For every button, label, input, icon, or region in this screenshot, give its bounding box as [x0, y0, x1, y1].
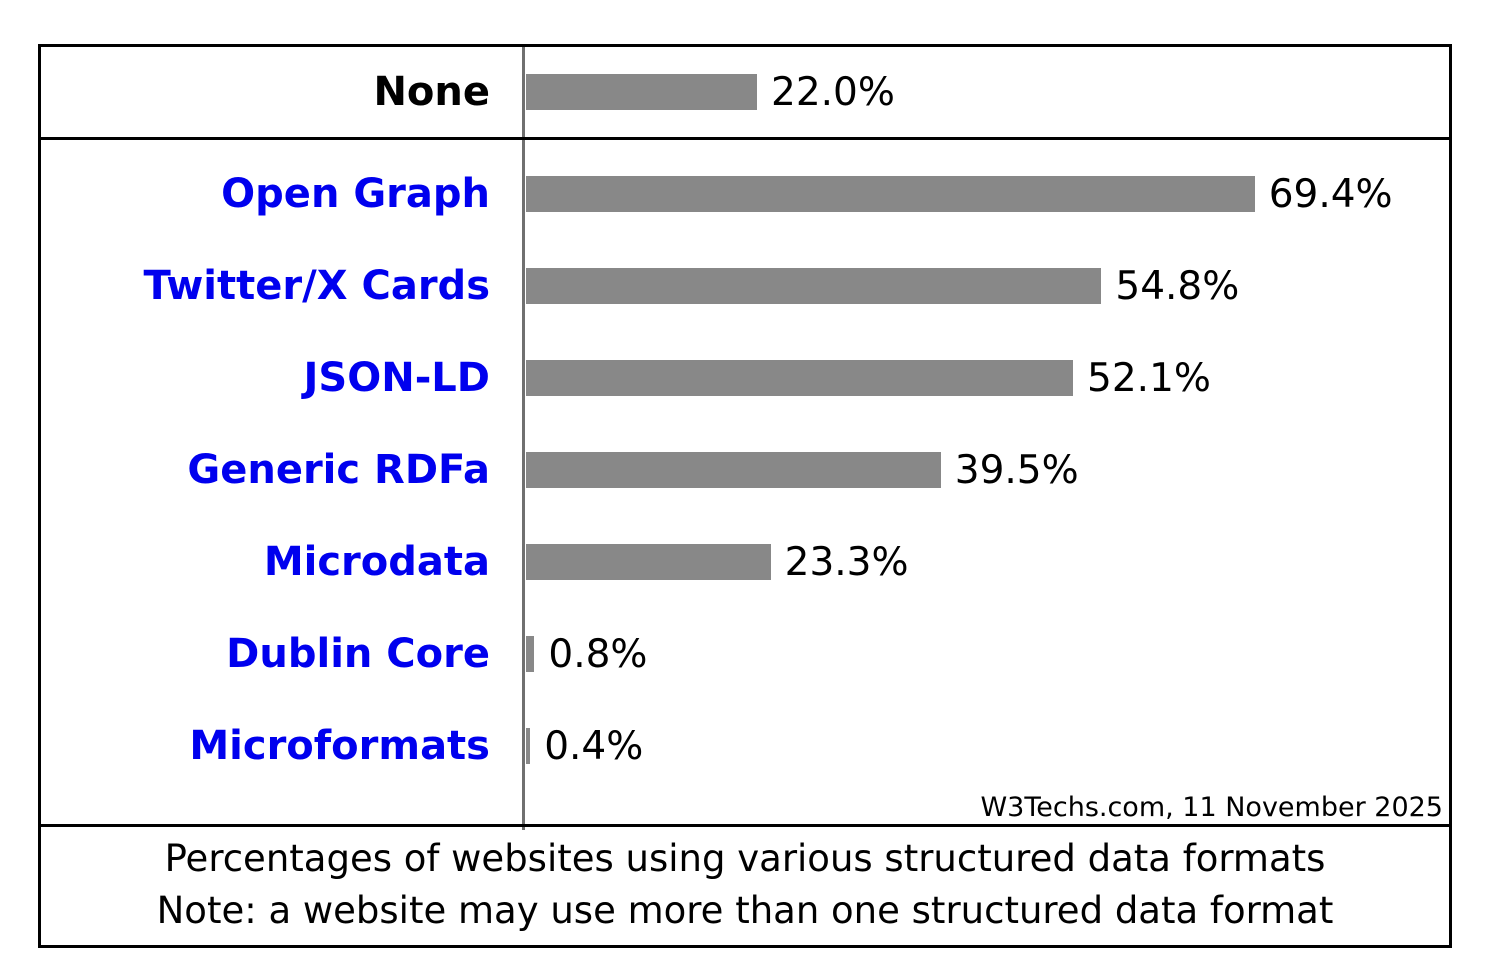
chart-row: Twitter/X Cards 54.8%: [41, 240, 1449, 332]
bar: [526, 452, 941, 488]
value-label-none: 22.0%: [771, 69, 895, 115]
chart-frame: None 22.0% Open Graph 69.4% Twitter/X Card…: [38, 44, 1452, 948]
bar-area: 0.4%: [522, 724, 1449, 769]
category-label[interactable]: Twitter/X Cards: [143, 263, 490, 309]
chart-row: Microformats 0.4%: [41, 700, 1449, 792]
axis-baseline: [522, 47, 525, 830]
bar: [526, 636, 535, 672]
bar: [526, 544, 771, 580]
category-label[interactable]: Dublin Core: [226, 631, 490, 677]
bar-area: 54.8%: [522, 264, 1449, 309]
caption-note: Note: a website may use more than one st…: [156, 888, 1334, 932]
value-label: 39.5%: [954, 447, 1079, 493]
category-label[interactable]: Microformats: [189, 723, 490, 769]
chart-row: Generic RDFa 39.5%: [41, 424, 1449, 516]
chart-row: Open Graph 69.4%: [41, 148, 1449, 240]
bar: [526, 268, 1102, 304]
bar: [526, 176, 1255, 212]
bar-area: 0.8%: [522, 632, 1449, 677]
value-label: 23.3%: [784, 539, 909, 585]
chart-rows: Open Graph 69.4% Twitter/X Cards 54.8% JSON-…: [41, 148, 1449, 792]
caption-section: Percentages of websites using various st…: [41, 827, 1449, 942]
bar: [526, 360, 1074, 396]
category-label[interactable]: Microdata: [263, 539, 490, 585]
chart-row: Microdata 23.3%: [41, 516, 1449, 608]
category-label[interactable]: Generic RDFa: [187, 447, 490, 493]
none-section: None 22.0%: [41, 47, 1449, 140]
main-chart-section: Open Graph 69.4% Twitter/X Cards 54.8% JSON-…: [41, 140, 1449, 827]
value-label: 69.4%: [1268, 171, 1393, 217]
bar-area-none: 22.0%: [522, 70, 1449, 115]
bar: [526, 728, 531, 764]
chart-row: JSON-LD 52.1%: [41, 332, 1449, 424]
bar-area: 39.5%: [522, 448, 1449, 493]
category-label[interactable]: JSON-LD: [303, 355, 490, 401]
attribution: W3Techs.com, 11 November 2025: [980, 792, 1443, 823]
bar-none: [526, 74, 757, 110]
bar-area: 69.4%: [522, 172, 1449, 217]
caption-title: Percentages of websites using various st…: [164, 836, 1326, 880]
value-label: 0.4%: [544, 723, 644, 769]
chart-row: Dublin Core 0.8%: [41, 608, 1449, 700]
category-label[interactable]: Open Graph: [221, 171, 490, 217]
bar-area: 23.3%: [522, 540, 1449, 585]
chart-row-none: None 22.0%: [41, 47, 1449, 137]
value-label: 54.8%: [1115, 263, 1240, 309]
bar-area: 52.1%: [522, 356, 1449, 401]
category-label-none: None: [373, 69, 490, 115]
value-label: 0.8%: [548, 631, 648, 677]
value-label: 52.1%: [1087, 355, 1211, 401]
